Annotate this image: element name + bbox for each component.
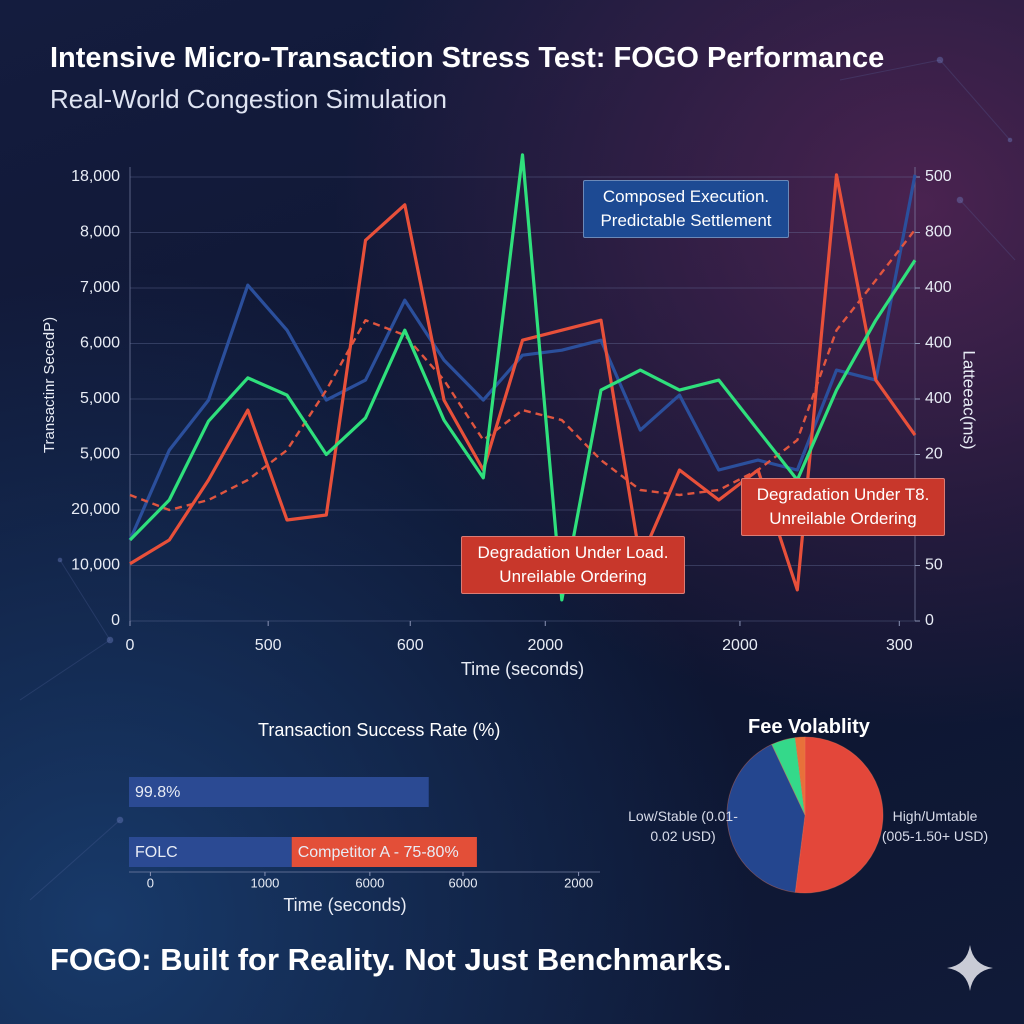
- bar-chart-title: Transaction Success Rate (%): [258, 720, 501, 740]
- bar-segment-label: Competitor A - 75-80%: [298, 844, 459, 861]
- y2-tick-label: 0: [925, 612, 934, 629]
- y-tick-label: 18,000: [71, 168, 120, 185]
- network-decoration: [19, 56, 1016, 901]
- y-tick-label: 6,000: [80, 335, 120, 352]
- annotation: Degradation Under Load. Unreilable Order…: [461, 536, 685, 594]
- x-axis-title: Time (seconds): [283, 895, 406, 915]
- bar-segment: [291, 837, 477, 867]
- y2-tick-label: 500: [925, 168, 952, 185]
- x-tick-label: 2000: [722, 637, 758, 654]
- x-tick-label: 300: [886, 637, 913, 654]
- x-tick-label: 0: [147, 875, 154, 890]
- y-tick-label: 8,000: [80, 224, 120, 241]
- x-tick-label: 600: [397, 637, 424, 654]
- y2-tick-label: 400: [925, 335, 952, 352]
- footer: FOGO: Built for Reality. Not Just Benchm…: [50, 942, 732, 977]
- series-line: [128, 174, 917, 541]
- bar-segment-label: FOLC: [135, 844, 178, 861]
- y-tick-label: 10,000: [71, 557, 120, 574]
- subtitle: Real-World Congestion Simulation: [50, 84, 447, 114]
- annotation: Composed Execution. Predictable Settleme…: [583, 180, 789, 238]
- series-line: [129, 173, 917, 592]
- x-tick-label: 2000: [564, 875, 593, 890]
- y-tick-label: 20,000: [71, 501, 120, 518]
- y2-tick-label: 50: [925, 557, 943, 574]
- annotation: Degradation Under T8. Unreilable Orderin…: [741, 478, 945, 536]
- x-tick-label: 6000: [449, 875, 478, 890]
- x-axis-title: Time (seconds): [461, 659, 584, 679]
- pie-label: High/Umtable (005-1.50+ USD): [881, 808, 989, 844]
- sparkle-icon: [947, 945, 993, 991]
- y2-tick-label: 400: [925, 279, 952, 296]
- y-axis-title: Transactinr SecedP): [41, 317, 58, 453]
- pie-slice: [794, 736, 806, 816]
- y-tick-label: 7,000: [80, 279, 120, 296]
- x-tick-label: 0: [126, 637, 135, 654]
- bar-segment-label: 99.8%: [135, 784, 180, 801]
- series-line: [128, 153, 917, 602]
- y2-tick-label: 20: [925, 446, 943, 463]
- y-tick-label: 0: [111, 612, 120, 629]
- title: Intensive Micro-Transaction Stress Test:…: [50, 42, 885, 74]
- y2-axis-title: Latteeac(ms): [960, 350, 979, 449]
- y2-tick-label: 800: [925, 224, 952, 241]
- bar-segment: [129, 777, 429, 807]
- x-tick-label: 1000: [250, 875, 279, 890]
- pie-slice: [726, 743, 806, 893]
- bar-segment: [129, 837, 292, 867]
- x-tick-label: 500: [255, 637, 282, 654]
- pie-slice: [794, 736, 884, 894]
- y2-tick-label: 400: [925, 390, 952, 407]
- pie-title: Fee Volablity: [748, 716, 870, 738]
- pie-label: Low/Stable (0.01-0.02 USD): [628, 808, 738, 844]
- y-tick-label: 5,000: [80, 390, 120, 407]
- x-tick-label: 2000: [527, 637, 563, 654]
- x-tick-label: 6000: [355, 875, 384, 890]
- pie-slice: [771, 737, 806, 816]
- y-tick-label: 5,000: [80, 446, 120, 463]
- series-line: [129, 228, 916, 512]
